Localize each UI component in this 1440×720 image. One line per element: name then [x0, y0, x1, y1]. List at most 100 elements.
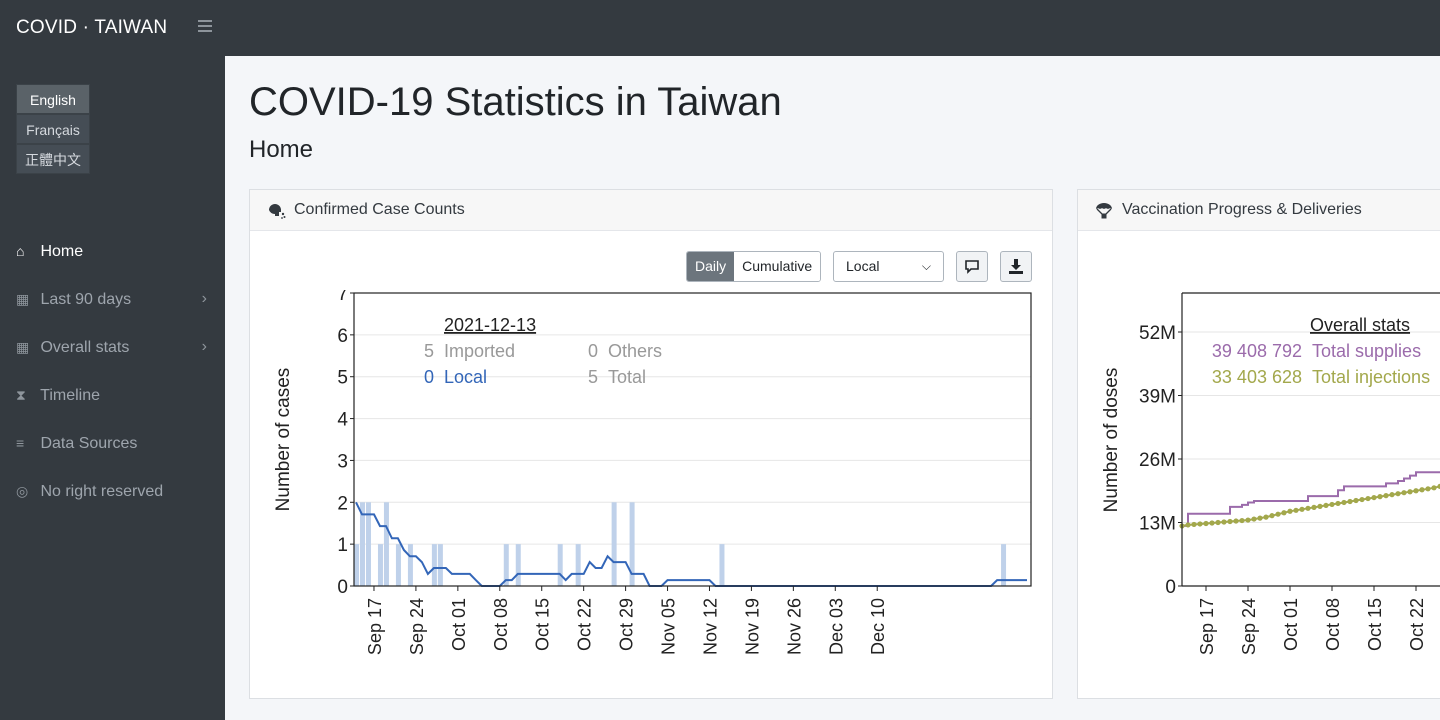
injection-point — [1293, 507, 1299, 513]
select-value: Local — [846, 258, 880, 274]
sidebar-item-no-right-reserved[interactable]: ◎ No right reserved — [0, 467, 225, 515]
y-tick-label: 5 — [337, 368, 348, 389]
supplies-line — [1182, 471, 1440, 527]
injection-point — [1203, 520, 1209, 527]
language-french[interactable]: Français — [16, 114, 90, 144]
download-button[interactable] — [1000, 251, 1032, 282]
y-tick-label: 13M — [1139, 514, 1176, 535]
x-tick-label: Nov 19 — [742, 598, 762, 655]
x-tick-label: Oct 08 — [491, 598, 511, 651]
case-bar — [611, 502, 617, 586]
database-icon: ≡ — [16, 435, 25, 451]
case-bar — [407, 544, 413, 586]
card-title: Vaccination Progress & Deliveries — [1122, 201, 1362, 218]
tooltip-label: Total — [608, 367, 646, 387]
injection-point — [1329, 501, 1335, 508]
sidebar: English Français 正體中文 ⌂ Home ▦ Last 90 d… — [0, 56, 225, 720]
case-type-select[interactable]: Local ⌵ — [833, 251, 944, 282]
language-switcher: English Français 正體中文 — [16, 84, 90, 174]
cumulative-button[interactable]: Cumulative — [734, 252, 821, 281]
injection-point — [1389, 492, 1395, 498]
sidebar-item-data-sources[interactable]: ≡ Data Sources — [0, 419, 225, 467]
y-tick-label: 26M — [1139, 450, 1176, 471]
x-tick-label: Nov 12 — [700, 598, 720, 655]
tooltip-value: 5 — [588, 367, 598, 387]
daily-button[interactable]: Daily — [687, 252, 735, 281]
plot-frame — [353, 292, 1032, 587]
injection-point — [1317, 503, 1323, 509]
sidebar-item-label: Home — [40, 243, 84, 260]
sidebar-item-home[interactable]: ⌂ Home — [0, 227, 225, 275]
case-bar — [719, 544, 725, 586]
injection-point — [1245, 517, 1251, 523]
sidebar-item-label: Data Sources — [40, 435, 138, 452]
case-bar — [395, 544, 401, 586]
case-bar — [383, 502, 389, 586]
injection-point — [1341, 499, 1347, 506]
legend-value: 33 403 628 — [1212, 367, 1302, 387]
tooltip-value: 5 — [424, 341, 434, 361]
language-english[interactable]: English — [16, 84, 90, 114]
case-bar — [377, 544, 383, 586]
x-tick-label: Oct 15 — [1365, 598, 1385, 651]
annotations-button[interactable] — [956, 251, 988, 282]
chevron-down-icon: ⌵ — [921, 259, 931, 273]
injection-point — [1215, 519, 1221, 526]
y-tick-label: 3 — [337, 451, 348, 472]
page-title: COVID-19 Statistics in Taiwan — [249, 80, 782, 124]
case-bar — [1001, 544, 1007, 586]
injection-point — [1323, 502, 1329, 509]
injection-point — [1383, 493, 1389, 499]
injection-point — [1311, 504, 1317, 510]
parachute-box-icon — [1096, 203, 1112, 219]
chevron-right-icon: › — [201, 338, 207, 355]
case-bar — [437, 544, 443, 586]
chevron-right-icon: › — [201, 290, 207, 307]
injection-point — [1365, 495, 1371, 502]
sidebar-item-overall-stats[interactable]: ▦ Overall stats › — [0, 323, 225, 371]
case-bar — [629, 502, 635, 586]
injection-point — [1221, 519, 1227, 525]
vaccination-chart[interactable]: 0 13M 26M 39M 52M Sep 17 Sep 24 Oct 01 Oct 08 Oct… — [1078, 290, 1440, 720]
legend-title: Overall stats — [1310, 315, 1410, 335]
vaccination-card: Vaccination Progress & Deliveries 0 13M 26… — [1077, 189, 1440, 699]
x-tick-label: Nov 05 — [659, 598, 679, 655]
x-tick-label: Oct 22 — [575, 598, 595, 651]
x-tick-label: Sep 17 — [1197, 598, 1217, 655]
menu-toggle-icon[interactable] — [198, 20, 212, 34]
y-tick-label: 39M — [1139, 387, 1176, 408]
legend-entry: Total injections — [1312, 367, 1430, 387]
y-tick-label: 4 — [337, 410, 348, 431]
cases-chart[interactable]: 0 1 2 3 4 5 6 7 Sep 17 Sep 24 Oct 01 Oct 08 Oct 15 Oc… — [250, 290, 1052, 720]
case-bar — [359, 502, 365, 586]
injection-point — [1431, 485, 1437, 491]
sidebar-item-last-90-days[interactable]: ▦ Last 90 days › — [0, 275, 225, 323]
injection-point — [1299, 506, 1305, 512]
sidebar-item-label: Overall stats — [40, 339, 130, 356]
language-chinese[interactable]: 正體中文 — [16, 144, 90, 174]
y-axis-label: Number of doses — [1101, 368, 1122, 513]
injection-point — [1185, 522, 1191, 528]
injection-point — [1401, 490, 1407, 496]
injection-point — [1395, 491, 1401, 497]
y-tick-label: 0 — [337, 577, 348, 598]
y-axis-label: Number of cases — [273, 368, 294, 512]
sidebar-item-timeline[interactable]: ⧗ Timeline — [0, 371, 225, 419]
sidebar-item-label: No right reserved — [40, 483, 164, 500]
card-title: Confirmed Case Counts — [294, 201, 465, 218]
brand-title[interactable]: COVID · TAIWAN — [16, 17, 168, 38]
x-tick-label: Nov 26 — [784, 598, 804, 655]
injection-point — [1275, 511, 1281, 517]
x-tick-label: Oct 01 — [1281, 598, 1301, 651]
injection-point — [1353, 497, 1359, 504]
x-tick-label: Dec 10 — [868, 598, 888, 655]
injection-point — [1287, 508, 1293, 514]
x-tick-label: Sep 24 — [1239, 598, 1259, 655]
case-bar — [503, 544, 509, 586]
tooltip-value: 0 — [588, 341, 598, 361]
no-copyright-icon: ◎ — [16, 483, 29, 499]
x-tick-label: Oct 22 — [1407, 598, 1427, 651]
confirmed-cases-card: Confirmed Case Counts Daily Cumulative L… — [249, 189, 1053, 699]
page-subtitle: Home — [249, 136, 314, 163]
case-bar — [431, 544, 437, 586]
